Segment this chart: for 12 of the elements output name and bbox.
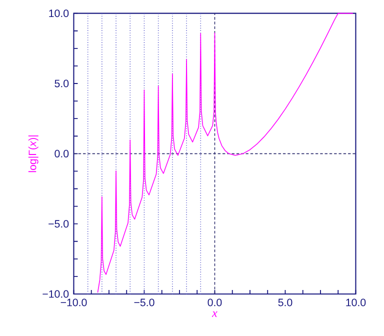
x-tick-label: 10.0 [346, 298, 366, 306]
y-tick-label: 10.0 [49, 10, 69, 18]
y-tick-label: 0.0 [54, 150, 69, 158]
line-series [97, 12, 354, 293]
y-tick-label: −5.0 [48, 220, 69, 228]
x-axis-title: x [212, 311, 218, 317]
y-tick-label: 5.0 [54, 80, 69, 88]
x-tick-label: −10.0 [60, 298, 87, 306]
x-tick-label: 5.0 [278, 298, 292, 306]
x-tick-label: −5.0 [134, 298, 154, 306]
x-tick-label: 0.0 [208, 298, 222, 306]
y-tick-label: −10.0 [42, 290, 69, 298]
